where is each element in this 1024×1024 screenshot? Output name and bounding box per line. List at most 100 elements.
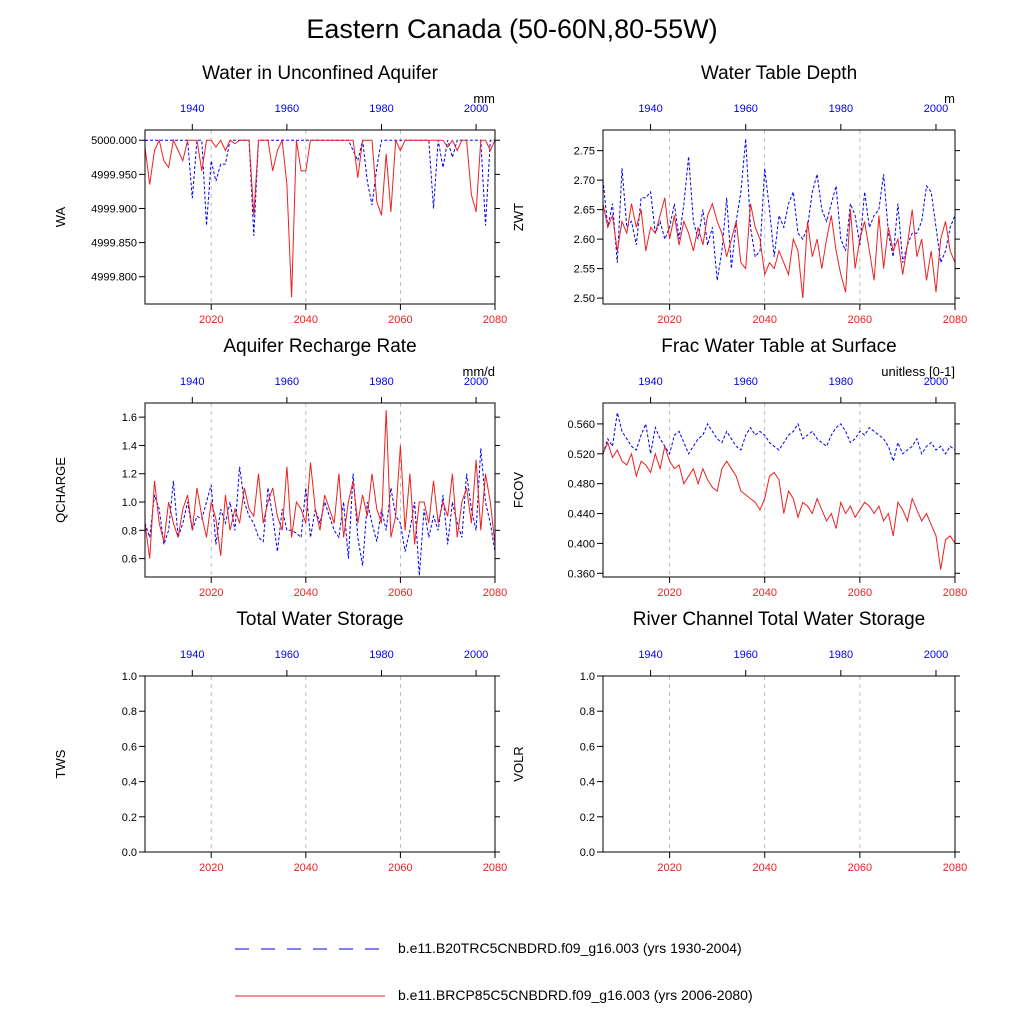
series-future-line — [602, 441, 956, 570]
legend-future: b.e11.BRCP85C5CNBDRD.f09_g16.003 (yrs 20… — [230, 987, 830, 1007]
y-axis-label: ZWT — [511, 203, 526, 231]
y-tick-label: 2.55 — [574, 264, 595, 276]
x-tick-label-top: 2000 — [464, 103, 488, 115]
x-tick-label-top: 1940 — [638, 649, 662, 661]
x-tick-label-bottom: 2060 — [848, 862, 872, 874]
units-label: m — [944, 91, 955, 106]
y-tick-label: 4999.800 — [91, 272, 137, 284]
x-tick-label-bottom: 2080 — [483, 862, 507, 874]
series-historical-line — [602, 412, 956, 464]
y-tick-label: 0.2 — [580, 812, 595, 824]
legend-future-label: b.e11.BRCP85C5CNBDRD.f09_g16.003 (yrs 20… — [398, 987, 753, 1003]
y-tick-label: 0.480 — [567, 479, 595, 491]
y-axis-label: VOLR — [511, 746, 526, 781]
x-tick-label-top: 1960 — [733, 376, 757, 388]
series-historical-line — [144, 448, 496, 576]
panel-title: Water Table Depth — [701, 63, 857, 84]
panel-6: River Channel Total Water Storage 0.0 0.2 0… — [511, 609, 967, 874]
panel-title: Total Water Storage — [236, 609, 403, 630]
panel-title: River Channel Total Water Storage — [633, 609, 926, 630]
y-tick-label: 0.2 — [122, 812, 137, 824]
y-tick-label: 1.0 — [122, 497, 137, 509]
x-tick-label-top: 1960 — [275, 649, 299, 661]
x-tick-label-bottom: 2080 — [943, 314, 967, 326]
y-tick-label: 4999.950 — [91, 169, 137, 181]
y-tick-label: 1.0 — [580, 671, 595, 683]
x-tick-label-bottom: 2080 — [483, 314, 507, 326]
legend-historical-line — [235, 948, 385, 950]
x-tick-label-top: 1980 — [369, 103, 393, 115]
y-tick-label: 0.8 — [580, 706, 595, 718]
units-label: mm/d — [463, 364, 496, 379]
plot-frame — [144, 675, 496, 853]
y-axis-label: QCHARGE — [53, 457, 68, 523]
y-tick-label: 1.2 — [122, 469, 137, 481]
panel-title: Water in Unconfined Aquifer — [202, 63, 439, 84]
plot-frame — [602, 402, 956, 578]
series-future-line — [144, 410, 496, 559]
y-axis-label: WA — [53, 206, 68, 227]
y-tick-label: 0.0 — [122, 847, 137, 859]
x-tick-label-bottom: 2040 — [752, 862, 776, 874]
x-tick-label-top: 1960 — [275, 376, 299, 388]
panel-title: Frac Water Table at Surface — [661, 336, 897, 357]
y-tick-label: 2.50 — [574, 293, 595, 305]
x-tick-label-bottom: 2080 — [483, 587, 507, 599]
x-tick-label-bottom: 2020 — [657, 862, 681, 874]
series-historical-line — [602, 138, 956, 281]
y-tick-label: 0.360 — [567, 568, 595, 580]
legend-historical-label: b.e11.B20TRC5CNBDRD.f09_g16.003 (yrs 193… — [398, 940, 742, 956]
x-tick-label-top: 2000 — [924, 103, 948, 115]
main-title: Eastern Canada (50-60N,80-55W) — [306, 14, 718, 44]
y-tick-label: 0.6 — [122, 741, 137, 753]
y-tick-label: 0.4 — [580, 777, 595, 789]
y-tick-label: 0.8 — [122, 706, 137, 718]
x-tick-label-bottom: 2060 — [388, 314, 412, 326]
x-tick-label-top: 1960 — [733, 649, 757, 661]
y-tick-label: 5000.000 — [91, 135, 137, 147]
y-tick-label: 0.6 — [580, 741, 595, 753]
plot-frame — [602, 129, 956, 305]
panel-3: Aquifer Recharge Rate 0.6 0.8 1.0 1.2 1.4 1.6 2… — [53, 336, 507, 599]
y-tick-label: 4999.900 — [91, 203, 137, 215]
y-tick-label: 0.0 — [580, 847, 595, 859]
x-tick-label-top: 1940 — [180, 649, 204, 661]
plot-frame — [144, 129, 496, 305]
y-tick-label: 0.6 — [122, 554, 137, 566]
x-tick-label-bottom: 2060 — [388, 587, 412, 599]
y-tick-label: 1.4 — [122, 440, 137, 452]
x-tick-label-top: 2000 — [924, 376, 948, 388]
y-tick-label: 0.4 — [122, 777, 137, 789]
x-tick-label-bottom: 2060 — [848, 587, 872, 599]
x-tick-label-bottom: 2040 — [294, 862, 318, 874]
legend-historical: b.e11.B20TRC5CNBDRD.f09_g16.003 (yrs 193… — [230, 940, 830, 960]
series-future-line — [144, 138, 496, 298]
x-tick-label-top: 1980 — [369, 376, 393, 388]
panel-title: Aquifer Recharge Rate — [223, 336, 416, 357]
y-tick-label: 0.8 — [122, 525, 137, 537]
x-tick-label-top: 2000 — [464, 376, 488, 388]
y-tick-label: 2.60 — [574, 234, 595, 246]
x-tick-label-bottom: 2020 — [657, 314, 681, 326]
x-tick-label-bottom: 2020 — [657, 587, 681, 599]
x-tick-label-top: 1940 — [638, 376, 662, 388]
series-historical-line — [145, 139, 495, 236]
x-tick-label-top: 1940 — [180, 376, 204, 388]
x-tick-label-top: 1980 — [829, 376, 853, 388]
y-axis-label: FCOV — [511, 472, 526, 508]
units-label: mm — [473, 91, 495, 106]
plot-frame — [144, 402, 496, 578]
x-tick-label-bottom: 2040 — [294, 314, 318, 326]
y-tick-label: 0.440 — [567, 509, 595, 521]
x-tick-label-bottom: 2040 — [294, 587, 318, 599]
x-tick-label-top: 1940 — [638, 103, 662, 115]
x-tick-label-bottom: 2060 — [848, 314, 872, 326]
y-tick-label: 0.560 — [567, 419, 595, 431]
y-axis-label: TWS — [53, 749, 68, 778]
x-tick-label-bottom: 2080 — [943, 587, 967, 599]
x-tick-label-top: 1980 — [829, 103, 853, 115]
x-tick-label-top: 2000 — [924, 649, 948, 661]
y-tick-label: 2.75 — [574, 146, 595, 158]
x-tick-label-top: 2000 — [464, 649, 488, 661]
